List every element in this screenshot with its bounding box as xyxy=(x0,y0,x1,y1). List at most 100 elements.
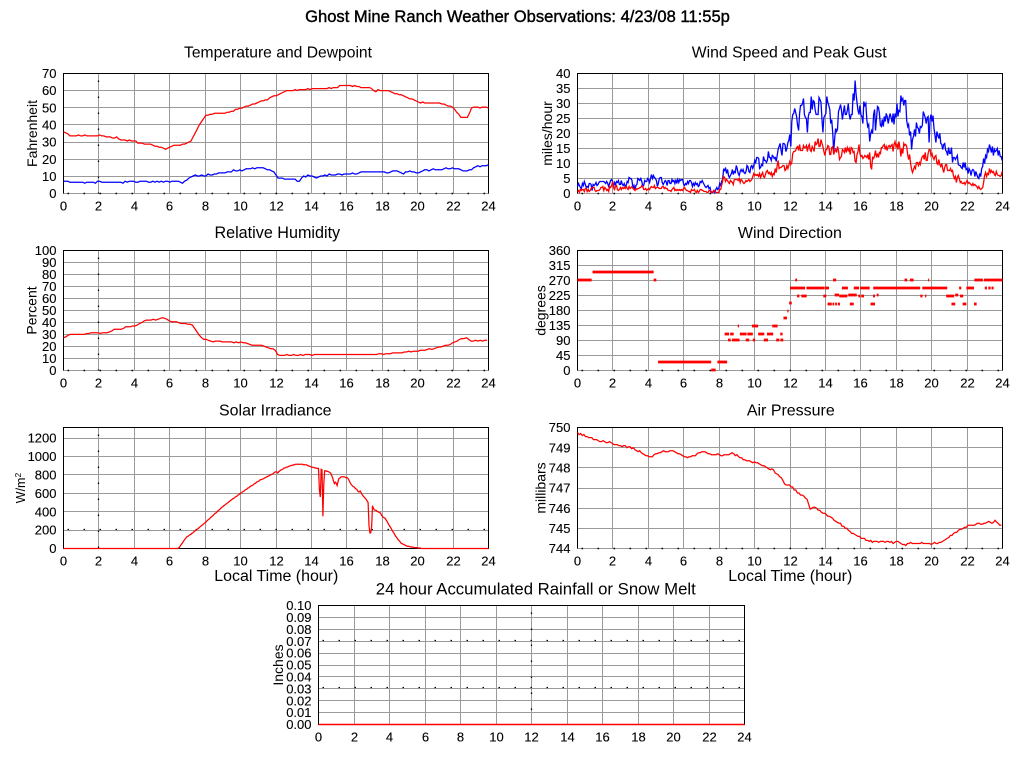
svg-text:0.08: 0.08 xyxy=(286,622,311,637)
svg-text:30: 30 xyxy=(42,135,56,150)
svg-text:2: 2 xyxy=(95,554,102,569)
svg-text:8: 8 xyxy=(716,554,723,569)
svg-text:2: 2 xyxy=(609,199,616,214)
svg-text:14: 14 xyxy=(304,554,318,569)
svg-text:0: 0 xyxy=(60,199,67,214)
svg-text:0.03: 0.03 xyxy=(286,681,311,696)
svg-text:Air Pressure: Air Pressure xyxy=(747,403,835,420)
svg-text:135: 135 xyxy=(549,318,571,333)
svg-text:6: 6 xyxy=(166,554,173,569)
svg-text:0: 0 xyxy=(60,376,67,391)
svg-text:24: 24 xyxy=(995,554,1009,569)
svg-text:10: 10 xyxy=(556,156,570,171)
svg-text:18: 18 xyxy=(375,199,389,214)
svg-text:60: 60 xyxy=(42,83,56,98)
svg-text:Local Time (hour): Local Time (hour) xyxy=(728,568,852,585)
svg-text:16: 16 xyxy=(853,199,867,214)
svg-text:16: 16 xyxy=(853,376,867,391)
svg-text:24: 24 xyxy=(481,199,495,214)
svg-text:6: 6 xyxy=(166,376,173,391)
svg-text:600: 600 xyxy=(35,486,57,501)
svg-text:0.05: 0.05 xyxy=(286,658,311,673)
svg-text:12: 12 xyxy=(524,730,538,745)
svg-text:400: 400 xyxy=(35,504,57,519)
svg-text:50: 50 xyxy=(42,100,56,115)
svg-text:12: 12 xyxy=(269,199,283,214)
svg-text:35: 35 xyxy=(556,81,570,96)
svg-text:30: 30 xyxy=(556,96,570,111)
svg-text:0.07: 0.07 xyxy=(286,634,311,649)
svg-text:16: 16 xyxy=(339,376,353,391)
svg-text:8: 8 xyxy=(202,554,209,569)
svg-text:12: 12 xyxy=(783,199,797,214)
svg-text:14: 14 xyxy=(818,554,832,569)
svg-text:6: 6 xyxy=(680,199,687,214)
svg-text:Percent: Percent xyxy=(24,286,40,334)
svg-text:25: 25 xyxy=(556,111,570,126)
svg-text:8: 8 xyxy=(202,376,209,391)
svg-text:270: 270 xyxy=(549,273,571,288)
svg-text:748: 748 xyxy=(549,460,571,475)
svg-text:10: 10 xyxy=(233,376,247,391)
svg-text:16: 16 xyxy=(339,199,353,214)
svg-text:8: 8 xyxy=(457,730,464,745)
svg-text:800: 800 xyxy=(35,468,57,483)
svg-text:18: 18 xyxy=(889,199,903,214)
svg-text:4: 4 xyxy=(645,376,652,391)
svg-text:4: 4 xyxy=(645,199,652,214)
svg-text:18: 18 xyxy=(889,376,903,391)
svg-text:12: 12 xyxy=(783,554,797,569)
svg-text:14: 14 xyxy=(304,199,318,214)
svg-text:0: 0 xyxy=(49,186,56,201)
svg-text:745: 745 xyxy=(549,521,571,536)
svg-text:80: 80 xyxy=(42,267,56,282)
svg-text:20: 20 xyxy=(410,199,424,214)
svg-text:18: 18 xyxy=(375,376,389,391)
svg-text:Temperature and Dewpoint: Temperature and Dewpoint xyxy=(184,45,373,62)
svg-text:20: 20 xyxy=(924,199,938,214)
svg-text:Relative Humidity: Relative Humidity xyxy=(214,224,341,242)
svg-text:16: 16 xyxy=(595,730,609,745)
svg-text:20: 20 xyxy=(924,554,938,569)
svg-text:45: 45 xyxy=(556,348,570,363)
svg-text:0: 0 xyxy=(315,730,322,745)
svg-text:40: 40 xyxy=(556,66,570,81)
svg-text:0: 0 xyxy=(574,376,581,391)
svg-text:22: 22 xyxy=(960,554,974,569)
svg-text:1000: 1000 xyxy=(28,449,57,464)
svg-text:4: 4 xyxy=(131,199,138,214)
svg-text:5: 5 xyxy=(563,171,570,186)
svg-text:20: 20 xyxy=(42,339,56,354)
svg-text:22: 22 xyxy=(446,199,460,214)
svg-text:20: 20 xyxy=(42,152,56,167)
svg-text:90: 90 xyxy=(42,255,56,270)
svg-text:0: 0 xyxy=(574,554,581,569)
svg-text:2: 2 xyxy=(609,554,616,569)
svg-text:70: 70 xyxy=(42,66,56,81)
svg-text:6: 6 xyxy=(680,376,687,391)
svg-text:2: 2 xyxy=(351,730,358,745)
svg-text:24: 24 xyxy=(481,554,495,569)
svg-text:15: 15 xyxy=(556,141,570,156)
svg-text:10: 10 xyxy=(747,554,761,569)
svg-text:24: 24 xyxy=(481,376,495,391)
svg-text:12: 12 xyxy=(783,376,797,391)
svg-text:24: 24 xyxy=(995,199,1009,214)
svg-text:14: 14 xyxy=(818,199,832,214)
svg-text:18: 18 xyxy=(889,554,903,569)
svg-text:315: 315 xyxy=(549,258,571,273)
svg-text:18: 18 xyxy=(631,730,645,745)
svg-text:749: 749 xyxy=(549,440,571,455)
svg-text:4: 4 xyxy=(645,554,652,569)
svg-text:Local Time (hour): Local Time (hour) xyxy=(214,568,338,585)
svg-text:12: 12 xyxy=(269,376,283,391)
svg-text:750: 750 xyxy=(549,420,571,435)
svg-text:10: 10 xyxy=(42,351,56,366)
svg-text:0.01: 0.01 xyxy=(286,705,311,720)
svg-text:744: 744 xyxy=(549,541,571,556)
svg-text:14: 14 xyxy=(818,376,832,391)
svg-text:22: 22 xyxy=(446,376,460,391)
svg-text:6: 6 xyxy=(680,554,687,569)
svg-text:degrees: degrees xyxy=(533,285,549,336)
svg-text:24: 24 xyxy=(995,376,1009,391)
